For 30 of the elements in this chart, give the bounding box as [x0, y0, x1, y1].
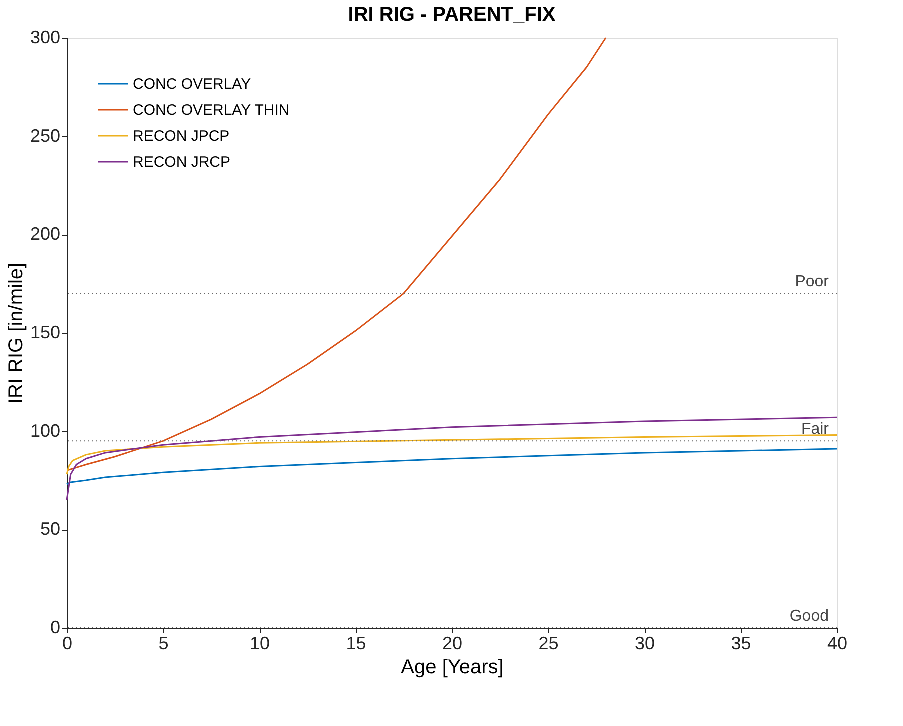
x-tick-label: 15: [346, 634, 366, 654]
legend-label: RECON JPCP: [133, 128, 230, 145]
x-tick-label: 40: [827, 634, 848, 654]
line-series: [66, 416, 838, 501]
line-series: [66, 434, 838, 476]
x-axis-title: Age [Years]: [401, 656, 504, 678]
legend-label: CONC OVERLAY THIN: [133, 102, 290, 119]
y-tick-label: 300: [30, 28, 60, 48]
line-series: [66, 37, 607, 472]
y-tick-label: 150: [30, 322, 60, 342]
x-tick-label: 5: [158, 634, 169, 654]
line-series: [66, 448, 838, 486]
ref-line-label: Poor: [795, 274, 830, 291]
x-tick-label: 10: [250, 634, 270, 654]
y-tick-label: 200: [30, 224, 60, 244]
ref-line-label: Good: [790, 608, 829, 625]
y-tick-label: 0: [50, 618, 60, 638]
x-tick-label: 0: [62, 634, 73, 654]
ref-line-label: Fair: [801, 421, 830, 438]
x-tick-label: 35: [731, 634, 752, 654]
y-tick-label: 50: [40, 519, 60, 540]
x-tick-label: 20: [442, 634, 463, 654]
y-tick-label: 100: [30, 420, 60, 441]
x-tick-label: 30: [634, 634, 656, 654]
chart-title: IRI RIG - PARENT_FIX: [348, 4, 556, 26]
legend-label: RECON JRCP: [133, 154, 231, 171]
y-tick-label: 250: [30, 126, 60, 146]
y-axis-title: IRI RIG [in/mile]: [5, 262, 28, 404]
x-tick-label: 25: [538, 634, 559, 654]
legend-label: CONC OVERLAY: [133, 76, 252, 93]
